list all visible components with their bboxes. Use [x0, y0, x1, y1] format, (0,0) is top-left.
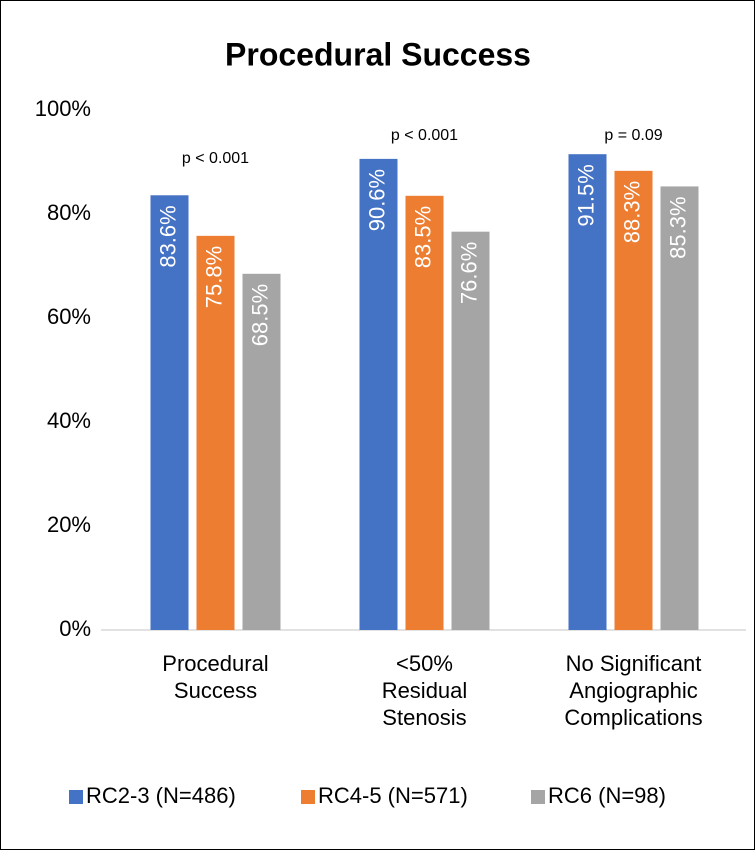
chart-title: Procedural Success [225, 36, 531, 72]
bar [614, 170, 653, 630]
bar [196, 235, 235, 630]
value-label: 83.5% [410, 206, 435, 268]
value-label: 88.3% [619, 181, 644, 243]
bar [568, 154, 607, 630]
x-tick-label: Procedural Success [162, 651, 269, 703]
y-tick-label: 60% [47, 304, 91, 329]
x-tick-label: <50% Residual Stenosis [381, 651, 468, 730]
annotation: p < 0.001 [391, 127, 458, 144]
legend-swatch [301, 790, 315, 804]
y-tick-label: 0% [59, 616, 91, 641]
bar [359, 158, 398, 630]
value-label: 76.6% [456, 242, 481, 304]
value-label: 91.5% [573, 164, 598, 226]
x-tick-label: No Significant Angiographic Complication… [564, 651, 703, 730]
legend-swatch [531, 790, 545, 804]
value-label: 85.3% [665, 196, 690, 258]
bar [405, 195, 444, 631]
y-tick-label: 20% [47, 512, 91, 537]
value-label: 83.6% [155, 205, 180, 267]
bar [242, 273, 281, 630]
annotation: p < 0.001 [182, 150, 249, 167]
legend-swatch [69, 790, 83, 804]
bar [660, 186, 699, 630]
bar [150, 195, 189, 630]
bar [451, 231, 490, 630]
legend-label: RC2-3 (N=486) [86, 783, 236, 808]
legend-label: RC4-5 (N=571) [318, 783, 468, 808]
y-tick-label: 80% [47, 200, 91, 225]
value-label: 75.8% [201, 246, 226, 308]
y-tick-label: 100% [35, 96, 91, 121]
y-tick-label: 40% [47, 408, 91, 433]
legend-label: RC6 (N=98) [548, 783, 666, 808]
value-label: 68.5% [247, 284, 272, 346]
value-label: 90.6% [364, 169, 389, 231]
annotation: p = 0.09 [604, 127, 662, 144]
